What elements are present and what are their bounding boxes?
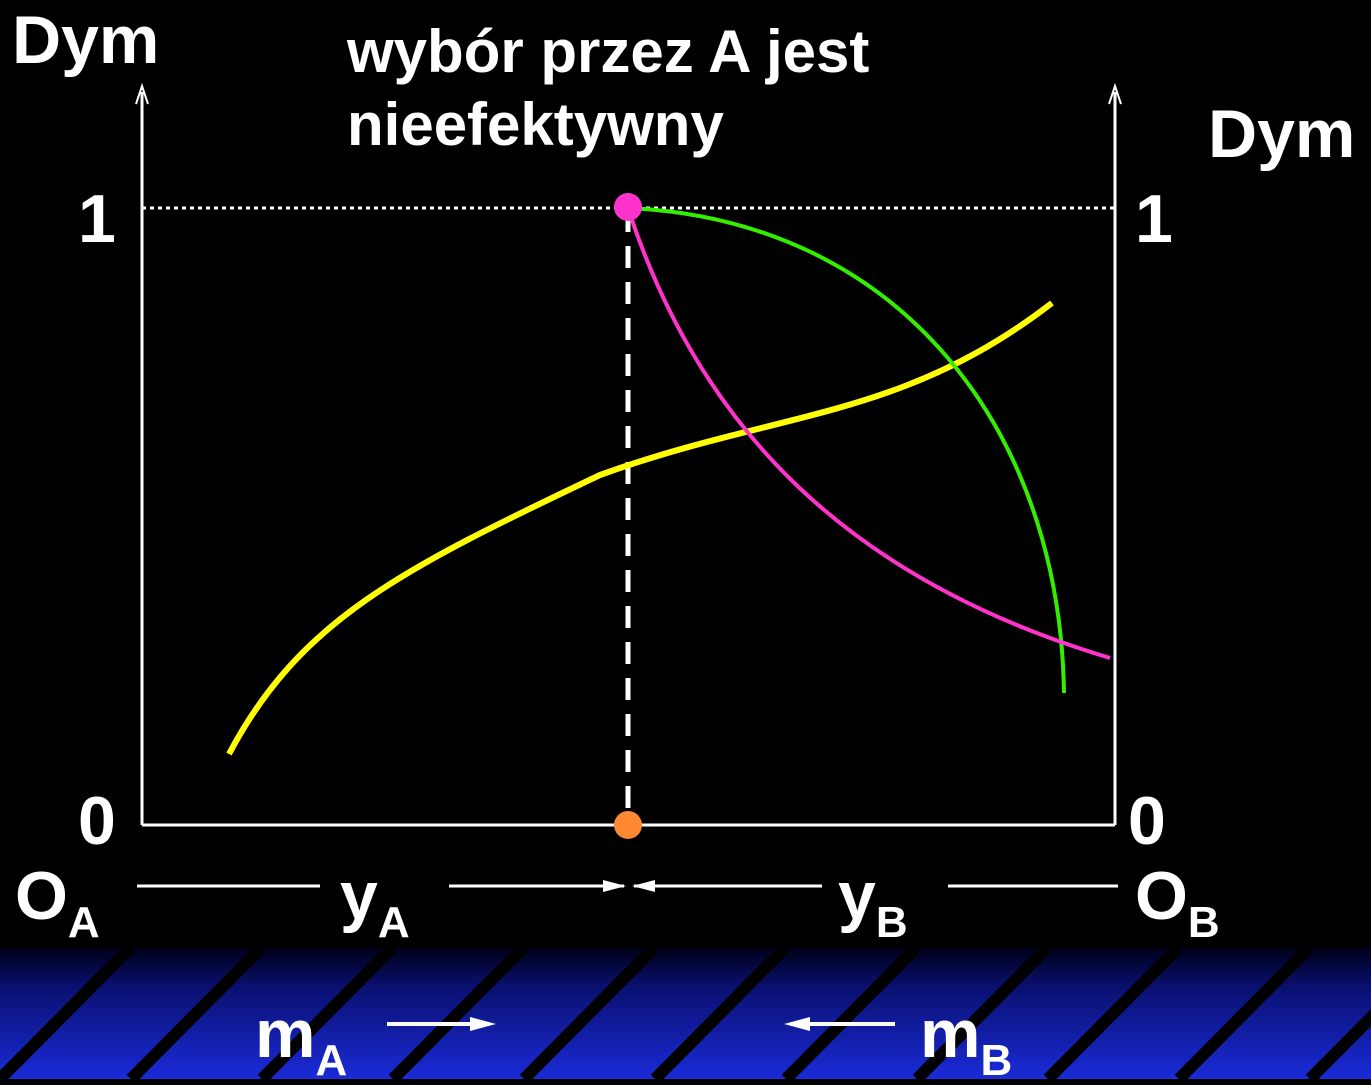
green-curve bbox=[627, 206, 1066, 694]
hatch-pattern bbox=[0, 948, 1371, 1079]
hatch-stripe bbox=[650, 948, 790, 1079]
magenta-curve bbox=[626, 207, 1111, 660]
ma-arrowhead bbox=[470, 1017, 496, 1031]
left-bottom-tick: 0 bbox=[78, 783, 116, 859]
mb-label: mB bbox=[920, 996, 1013, 1085]
title-line-2: nieefektywny bbox=[347, 91, 724, 158]
hatch-stripe bbox=[0, 948, 135, 1079]
hatch-stripe bbox=[1174, 948, 1314, 1079]
ya-arrowhead bbox=[603, 880, 626, 892]
bottom-band bbox=[0, 948, 1371, 1079]
hatch-stripe bbox=[1043, 948, 1183, 1079]
right-top-tick: 1 bbox=[1135, 181, 1173, 257]
hatch-stripe bbox=[257, 948, 397, 1079]
mb-arrowhead bbox=[784, 1017, 810, 1031]
hatch-stripe bbox=[912, 948, 1052, 1079]
ma-label: mA bbox=[255, 996, 348, 1085]
hatch-stripe bbox=[519, 948, 659, 1079]
hatch-stripe bbox=[388, 948, 528, 1079]
origin-a-label: OA bbox=[15, 858, 100, 947]
hatch-stripe bbox=[1305, 1009, 1371, 1079]
left-axis-arrow bbox=[135, 82, 149, 105]
bottom-point bbox=[614, 811, 642, 839]
hatch-stripe bbox=[781, 948, 921, 1079]
yb-label: yB bbox=[838, 858, 908, 947]
right-bottom-tick: 0 bbox=[1128, 783, 1166, 859]
right-axis-label: Dym bbox=[1208, 96, 1356, 172]
top-point bbox=[614, 193, 642, 221]
yb-arrowhead bbox=[632, 880, 655, 892]
hatch-stripe bbox=[126, 948, 266, 1079]
left-top-tick: 1 bbox=[78, 181, 116, 257]
title-line-1: wybór przez A jest bbox=[347, 18, 870, 85]
yellow-curve bbox=[226, 300, 1054, 756]
ya-label: yA bbox=[340, 858, 410, 947]
origin-b-label: OB bbox=[1135, 858, 1220, 947]
left-axis-label: Dym bbox=[12, 2, 160, 78]
right-axis-arrow bbox=[1108, 82, 1122, 105]
